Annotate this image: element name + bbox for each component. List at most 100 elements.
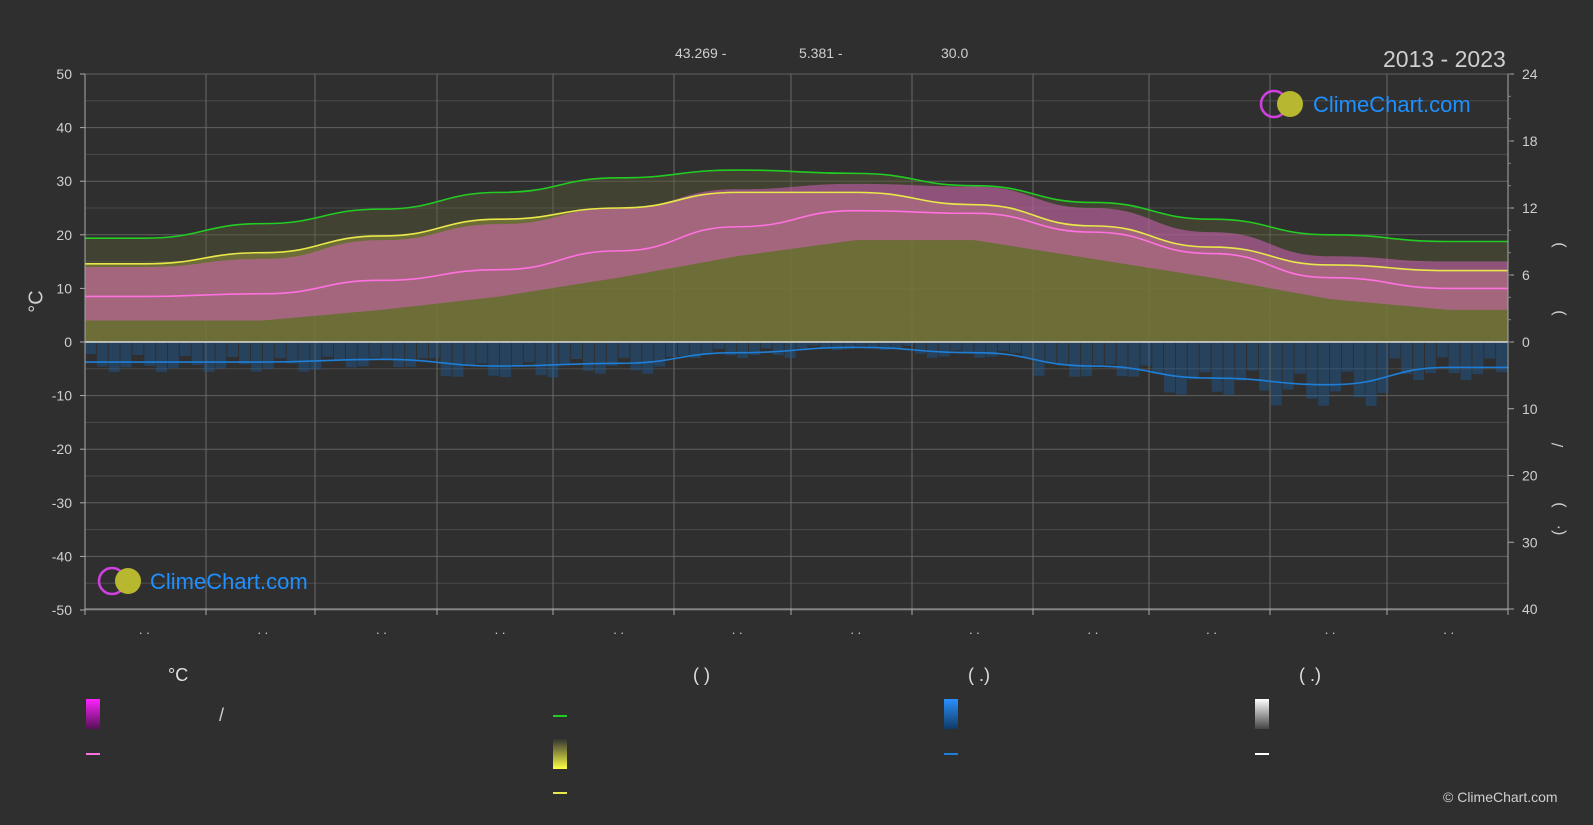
precip-bar [1045,342,1057,364]
precip-bar [1057,342,1069,366]
precip-bar [535,342,547,376]
precip-bar [677,342,689,356]
daylight-line [85,169,1508,243]
legend-snow-head: ( .) [1299,665,1321,685]
copyright: © ClimeChart.com [1443,789,1558,805]
precip-bar [381,342,393,360]
precip-bar [203,342,215,372]
precip-bar [1140,342,1152,366]
precip-bar [1258,342,1270,391]
right-axis-title-mark: / [1550,442,1567,447]
precip-bar [488,342,500,376]
precip-bar [310,342,322,370]
precip-bar [476,342,488,364]
logo-icon [1259,89,1303,119]
logo-icon [97,566,141,596]
precipitation-line [85,346,1508,386]
precip-bar [571,342,583,359]
legend-precip-swatch [944,699,958,729]
precip-bar [1021,342,1033,358]
month-label: . . [850,622,861,637]
precip-bar [808,342,820,346]
right-tick-label-precip: 20 [1522,468,1538,484]
precip-bar [251,342,262,372]
precip-bar [168,342,179,368]
precip-bar [1353,342,1365,398]
month-label: . . [495,622,506,637]
left-tick-label: -10 [52,388,72,404]
precip-bar [1033,342,1045,376]
precip-bar [760,342,772,349]
precip-bar [1270,342,1282,406]
precip-bar [1081,342,1092,377]
legend-sun-head: ( ) [693,665,710,685]
left-axis-unit: °C [25,290,48,313]
left-tick-label: -20 [52,441,72,457]
temperature-mean-line [85,209,1508,298]
precip-bar [1164,342,1175,393]
precip-bar [132,342,144,356]
precip-bar [1152,342,1164,375]
month-label: . . [1206,622,1217,637]
precip-bar [654,342,666,367]
precip-bar [452,342,464,377]
precip-bar [1330,342,1341,392]
precip-bar [334,342,345,360]
precip-bar [144,342,156,366]
precip-bar [227,342,239,357]
precip-bar [1377,342,1389,393]
precip-bar [523,342,535,363]
sunshine-area [85,192,1508,342]
left-tick-label: 40 [56,120,72,136]
precip-bar [1211,342,1223,392]
month-label: . . [732,622,743,637]
left-tick-label: 10 [56,280,72,296]
precip-bar [1069,342,1081,377]
precip-bar [345,342,357,368]
precip-bar [1128,342,1140,377]
legend-snow-line [1255,753,1269,755]
left-tick-label: 50 [56,66,72,82]
right-tick-label-hours: 12 [1522,200,1538,216]
precip-bar [796,342,808,349]
precip-bar [464,342,476,366]
precip-bar [440,342,452,377]
right-tick-label-hours: 24 [1522,66,1538,82]
precip-bar [642,342,654,374]
legend-daylight-line [553,715,567,717]
legend-temperature-head: °C [168,665,189,685]
precip-bar [547,342,559,378]
precip-bar [772,342,784,356]
temperature-range-band [85,183,1508,321]
legend-temp-slash: / [219,705,225,725]
right-axis-title-mark: ) [1550,502,1567,507]
precip-bar [1294,342,1306,374]
precip-bar [1413,342,1424,381]
precip-bar [962,342,974,354]
left-tick-label: -40 [52,548,72,564]
longitude-label: 5.381 - [799,45,843,61]
precip-bar [1175,342,1187,395]
precip-bar [108,342,120,373]
precip-bar [938,342,950,357]
precip-bar [500,342,511,378]
precip-bar [262,342,274,370]
precip-bar [974,342,986,358]
precip-bar [832,342,843,350]
sunshine-line [85,191,1508,272]
month-label: . . [1325,622,1336,637]
precip-bar [215,342,227,369]
precip-bar [1187,342,1199,380]
precip-bar [998,342,1009,352]
right-tick-label-hours: 0 [1522,334,1530,350]
precip-bar [1199,342,1211,373]
precip-bar [1235,342,1247,381]
precip-bar [120,342,132,368]
precip-bar [713,342,725,349]
right-axis-title-mark: ) [1550,310,1567,315]
precip-bar [179,342,191,357]
precip-bar [156,342,168,372]
right-tick-label-precip: 30 [1522,534,1538,550]
month-label: . . [969,622,980,637]
precip-bar [606,342,618,366]
